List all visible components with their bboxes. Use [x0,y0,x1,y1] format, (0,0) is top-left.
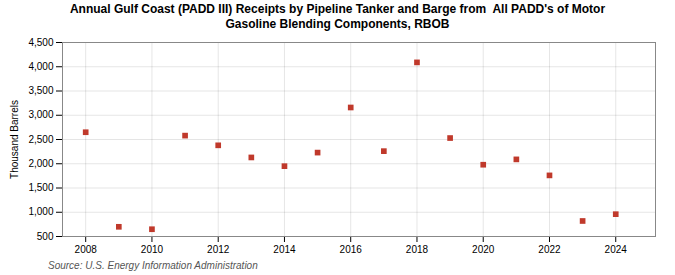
svg-text:2020: 2020 [472,244,495,255]
svg-text:2010: 2010 [141,244,164,255]
svg-text:1,000: 1,000 [28,206,53,217]
svg-text:2016: 2016 [340,244,363,255]
svg-text:2014: 2014 [273,244,296,255]
svg-text:2024: 2024 [605,244,628,255]
svg-text:500: 500 [37,231,54,242]
svg-text:2022: 2022 [538,244,561,255]
svg-text:2,000: 2,000 [28,158,53,169]
html-text:Source: U.S. Energy Informatio: Source: U.S. Energy Information Administ… [48,260,258,271]
svg-text:2008: 2008 [75,244,98,255]
svg-text:3,000: 3,000 [28,109,53,120]
svg-text:4,000: 4,000 [28,61,53,72]
html-text:Annual Gulf Coast (PADD III) R: Annual Gulf Coast (PADD III) Receipts by… [69,2,606,31]
svg-text:3,500: 3,500 [28,85,53,96]
svg-text:4,500: 4,500 [28,37,53,48]
svg-text:2012: 2012 [207,244,230,255]
svg-text:Thousand Barrels: Thousand Barrels [9,100,20,179]
svg-text:2,500: 2,500 [28,134,53,145]
svg-text:1,500: 1,500 [28,182,53,193]
svg-text:2018: 2018 [406,244,429,255]
